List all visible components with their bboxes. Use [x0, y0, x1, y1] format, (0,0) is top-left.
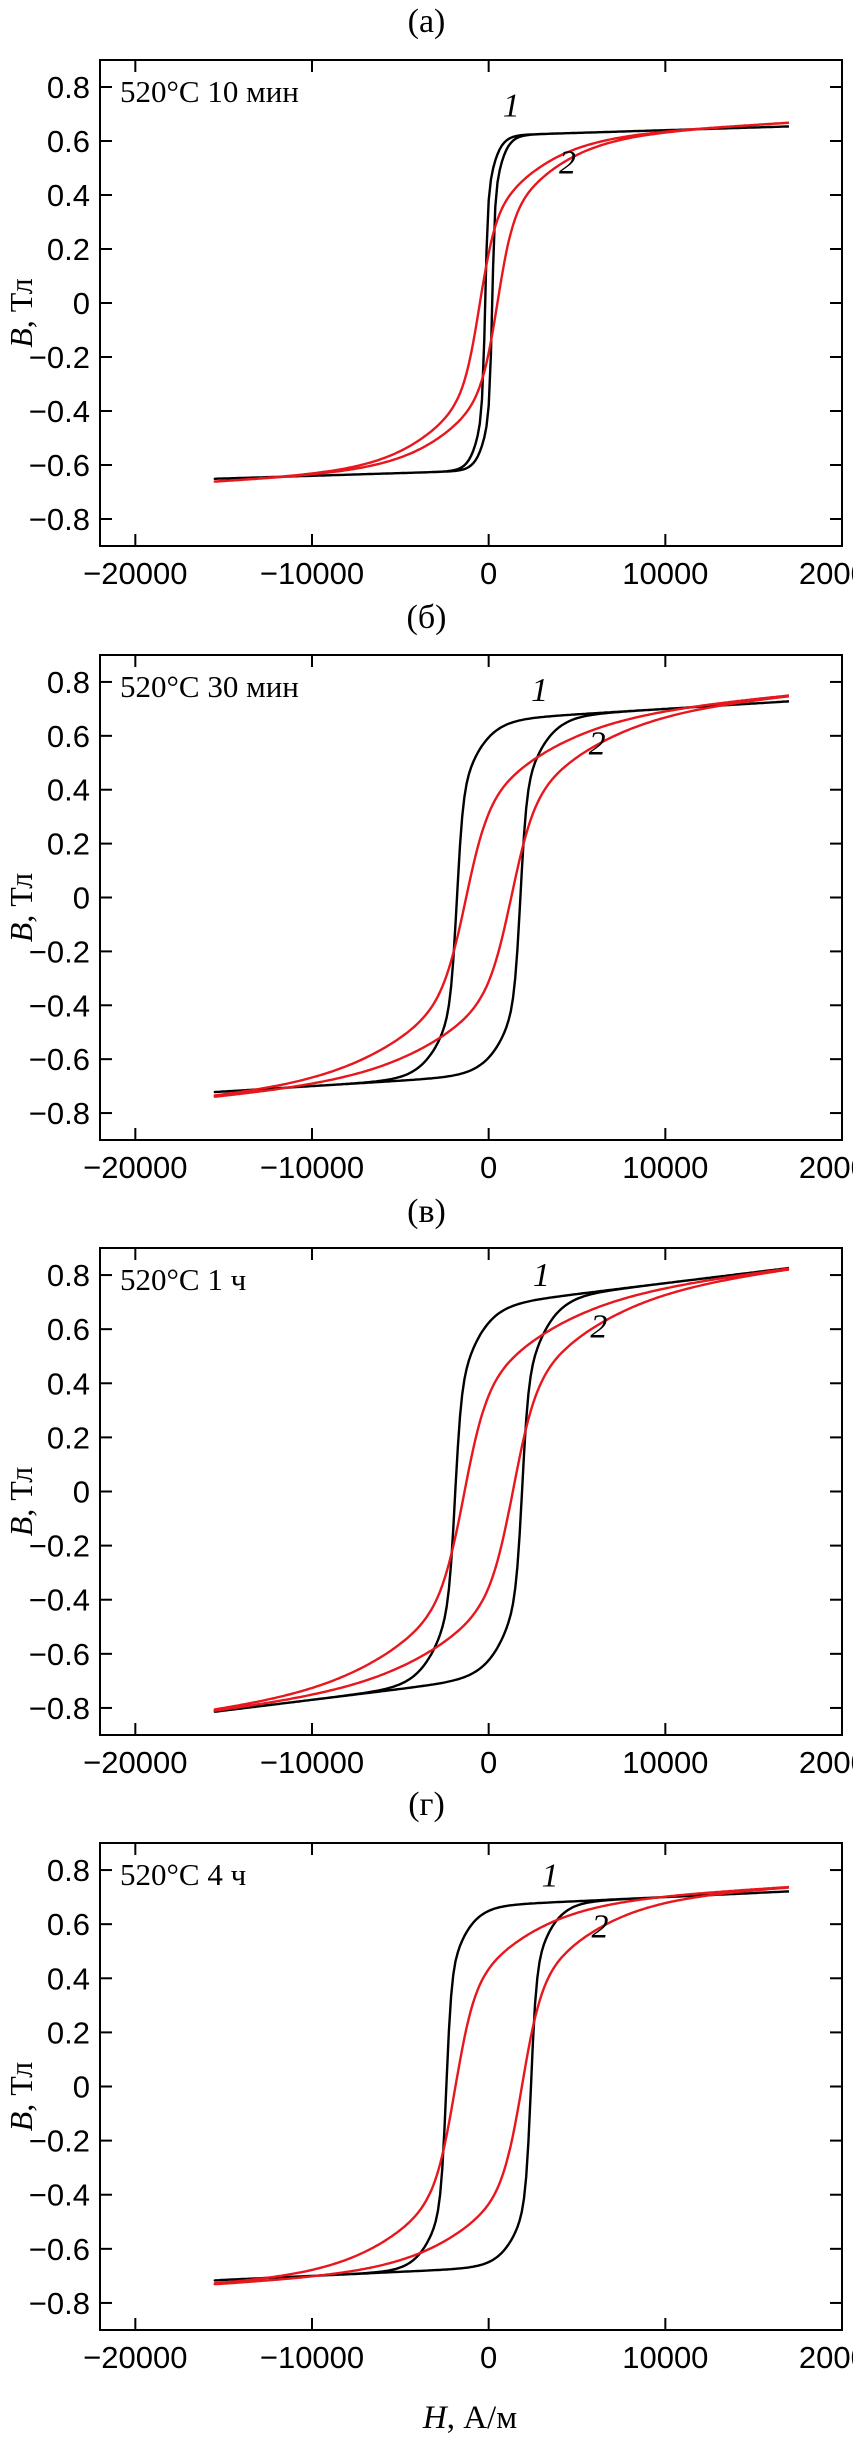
y-tick-label: −0.2 — [29, 340, 90, 375]
plot-frame — [99, 1247, 843, 1736]
y-tick-label: −0.8 — [29, 1096, 90, 1131]
x-axis-title: H, А/м — [422, 2400, 517, 2436]
x-tick-label: 10000 — [622, 2340, 708, 2375]
y-tick-label: −0.6 — [29, 448, 90, 483]
y-tick-label: 0.2 — [47, 827, 90, 862]
y-tick-label: 0.4 — [47, 1961, 90, 1996]
x-tick-label: 10000 — [622, 1745, 708, 1780]
x-tick-label: 0 — [480, 2340, 497, 2375]
y-tick-label: 0.8 — [47, 665, 90, 700]
curve-label: 1 — [503, 88, 520, 125]
series-2-loop — [213, 1885, 790, 2286]
y-tick-label: −0.8 — [29, 502, 90, 537]
y-tick-label: 0.6 — [47, 124, 90, 159]
condition-annotation: 520°C 30 мин — [120, 669, 299, 704]
series-1-loop — [213, 700, 790, 1094]
x-tick-label: 0 — [480, 1150, 497, 1185]
condition-annotation: 520°C 10 мин — [120, 74, 299, 109]
y-tick-label: 0.6 — [47, 1312, 90, 1347]
y-tick-label: −0.4 — [29, 1583, 90, 1618]
y-tick-label: 0 — [73, 881, 90, 916]
condition-annotation: 520°C 4 ч — [120, 1857, 246, 1892]
x-tick-label: −20000 — [83, 2340, 187, 2375]
y-tick-label: −0.4 — [29, 394, 90, 429]
panel-title: (а) — [408, 3, 446, 40]
y-tick-label: 0.4 — [47, 773, 90, 808]
y-tick-label: −0.6 — [29, 1042, 90, 1077]
x-tick-label: −10000 — [260, 2340, 364, 2375]
series-2-loop — [213, 694, 790, 1098]
series-1-loop — [213, 1266, 790, 1713]
y-tick-label: −0.2 — [29, 2124, 90, 2159]
y-tick-label: 0.2 — [47, 2015, 90, 2050]
x-tick-label: −20000 — [83, 1745, 187, 1780]
y-tick-label: 0.2 — [47, 232, 90, 267]
x-tick-label: −20000 — [83, 1150, 187, 1185]
series-2-loop — [213, 1267, 790, 1712]
y-tick-label: 0.2 — [47, 1420, 90, 1455]
curve-label: 1 — [531, 672, 548, 709]
y-tick-label: −0.4 — [29, 988, 90, 1023]
y-tick-label: −0.6 — [29, 1637, 90, 1672]
curve-label: 2 — [591, 1909, 608, 1946]
y-tick-label: −0.2 — [29, 1529, 90, 1564]
y-tick-label: 0.8 — [47, 70, 90, 105]
curve-label: 2 — [590, 1308, 607, 1345]
y-tick-label: 0.8 — [47, 1853, 90, 1888]
x-tick-label: −10000 — [260, 1745, 364, 1780]
panel-title: (г) — [408, 1786, 445, 1823]
x-tick-label: 0 — [480, 556, 497, 591]
y-axis-title: B, Тл — [3, 873, 39, 943]
x-tick-label: 20000 — [799, 1150, 853, 1185]
curve-label: 2 — [559, 144, 576, 181]
y-tick-label: −0.4 — [29, 2178, 90, 2213]
curve-label: 1 — [542, 1857, 559, 1894]
plot-frame — [99, 654, 843, 1141]
x-tick-label: 10000 — [622, 1150, 708, 1185]
y-tick-label: −0.6 — [29, 2232, 90, 2267]
x-tick-label: 20000 — [799, 1745, 853, 1780]
panel-title: (б) — [407, 599, 447, 636]
y-axis-title: B, Тл — [3, 1467, 39, 1537]
panel-title: (в) — [407, 1193, 446, 1230]
y-tick-label: 0.8 — [47, 1258, 90, 1293]
y-tick-label: 0 — [73, 1475, 90, 1510]
curve-label: 2 — [589, 726, 606, 763]
series-2-loop — [213, 121, 790, 483]
y-tick-label: 0 — [73, 2070, 90, 2105]
series-1-loop — [213, 125, 790, 480]
y-tick-label: −0.2 — [29, 934, 90, 969]
x-tick-label: 10000 — [622, 556, 708, 591]
x-tick-label: 20000 — [799, 556, 853, 591]
x-tick-label: 20000 — [799, 2340, 853, 2375]
y-tick-label: 0.4 — [47, 1366, 90, 1401]
x-tick-label: −10000 — [260, 556, 364, 591]
y-tick-label: 0 — [73, 286, 90, 321]
y-tick-label: −0.8 — [29, 2286, 90, 2321]
condition-annotation: 520°C 1 ч — [120, 1262, 246, 1297]
plot-frame — [99, 59, 843, 547]
series-1-loop — [213, 1890, 790, 2282]
plot-frame — [99, 1842, 843, 2331]
x-tick-label: −20000 — [83, 556, 187, 591]
y-tick-label: 0.6 — [47, 1907, 90, 1942]
y-tick-label: 0.4 — [47, 178, 90, 213]
x-tick-label: −10000 — [260, 1150, 364, 1185]
y-tick-label: 0.6 — [47, 719, 90, 754]
x-tick-label: 0 — [480, 1745, 497, 1780]
curve-label: 1 — [533, 1257, 550, 1294]
y-tick-label: −0.8 — [29, 1691, 90, 1726]
y-axis-title: B, Тл — [3, 2062, 39, 2132]
y-axis-title: B, Тл — [3, 278, 39, 348]
